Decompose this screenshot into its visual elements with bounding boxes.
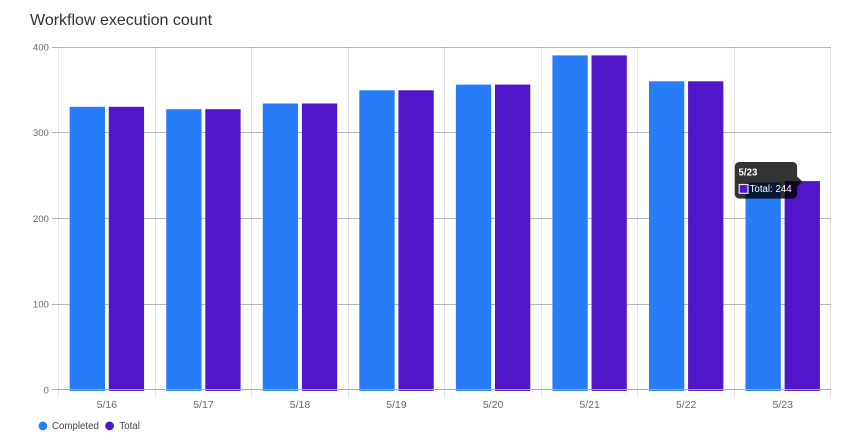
- svg-text:Workflow execution count: Workflow execution count: [30, 12, 213, 29]
- svg-text:5/17: 5/17: [193, 399, 214, 411]
- svg-text:200: 200: [33, 214, 49, 225]
- svg-text:5/23: 5/23: [773, 399, 794, 411]
- svg-text:5/23: 5/23: [739, 167, 758, 178]
- svg-text:Total: Total: [119, 421, 139, 432]
- svg-text:Total: 244: Total: 244: [750, 184, 793, 195]
- svg-text:100: 100: [33, 300, 49, 311]
- svg-text:5/18: 5/18: [290, 399, 311, 411]
- svg-text:Completed: Completed: [52, 421, 99, 432]
- svg-text:5/16: 5/16: [97, 399, 118, 411]
- svg-text:300: 300: [33, 128, 49, 139]
- svg-text:5/19: 5/19: [386, 399, 407, 411]
- svg-text:0: 0: [44, 385, 49, 396]
- svg-text:5/21: 5/21: [579, 399, 600, 411]
- svg-text:5/20: 5/20: [483, 399, 504, 411]
- svg-text:400: 400: [33, 42, 49, 53]
- svg-text:5/22: 5/22: [676, 399, 697, 411]
